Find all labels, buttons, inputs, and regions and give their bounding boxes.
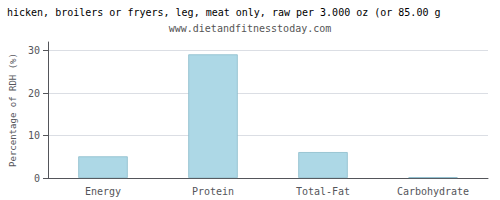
svg-text:30: 30 (28, 45, 40, 56)
svg-text:hicken, broilers or fryers, le: hicken, broilers or fryers, leg, meat on… (7, 7, 440, 18)
svg-text:Total-Fat: Total-Fat (296, 186, 350, 197)
svg-text:Carbohydrate: Carbohydrate (397, 186, 469, 197)
svg-text:10: 10 (28, 130, 40, 141)
svg-text:Percentage of RDH (%): Percentage of RDH (%) (8, 53, 18, 167)
svg-text:0: 0 (34, 173, 40, 184)
svg-text:Protein: Protein (192, 186, 234, 197)
svg-text:20: 20 (28, 88, 40, 99)
svg-text:www.dietandfitnesstoday.com: www.dietandfitnesstoday.com (169, 23, 332, 34)
svg-text:Energy: Energy (85, 186, 121, 197)
